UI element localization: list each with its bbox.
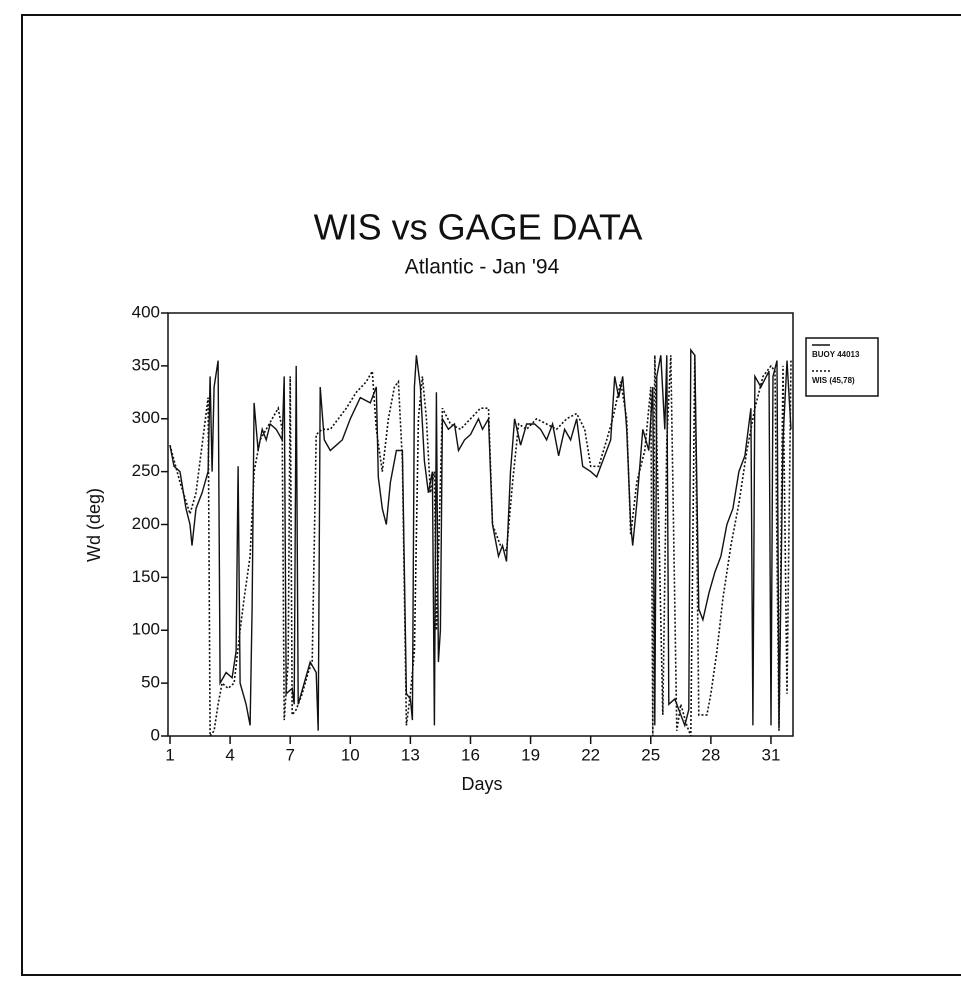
x-tick-label: 28 <box>701 745 720 764</box>
legend <box>805 337 879 397</box>
x-tick-label: 4 <box>225 745 234 764</box>
y-tick-label: 200 <box>132 514 160 533</box>
x-axis-label: Days <box>461 774 502 794</box>
y-tick-label: 150 <box>132 567 160 586</box>
y-tick-label: 0 <box>151 725 160 744</box>
x-tick-label: 31 <box>762 745 781 764</box>
x-tick-label: 7 <box>285 745 294 764</box>
x-tick-label: 22 <box>581 745 600 764</box>
plot-frame <box>167 312 794 737</box>
y-tick-label: 300 <box>132 408 160 427</box>
x-tick-label: 16 <box>461 745 480 764</box>
y-tick-label: 250 <box>132 461 160 480</box>
y-tick-label: 350 <box>132 355 160 374</box>
y-axis-label: Wd (deg) <box>84 488 104 562</box>
y-tick-label: 400 <box>132 302 160 321</box>
chart-title: WIS vs GAGE DATA <box>314 207 643 248</box>
chart-subtitle: Atlantic - Jan '94 <box>405 256 560 279</box>
x-tick-label: 19 <box>521 745 540 764</box>
y-tick-label: 50 <box>141 673 160 692</box>
legend-label: WIS (45,78) <box>812 376 855 385</box>
x-tick-label: 1 <box>165 745 174 764</box>
x-tick-label: 10 <box>341 745 360 764</box>
x-tick-label: 13 <box>401 745 420 764</box>
series-line <box>169 355 792 739</box>
y-tick-label: 100 <box>132 620 160 639</box>
page-border <box>21 14 961 976</box>
x-tick-label: 25 <box>641 745 660 764</box>
legend-label: BUOY 44013 <box>812 350 860 359</box>
